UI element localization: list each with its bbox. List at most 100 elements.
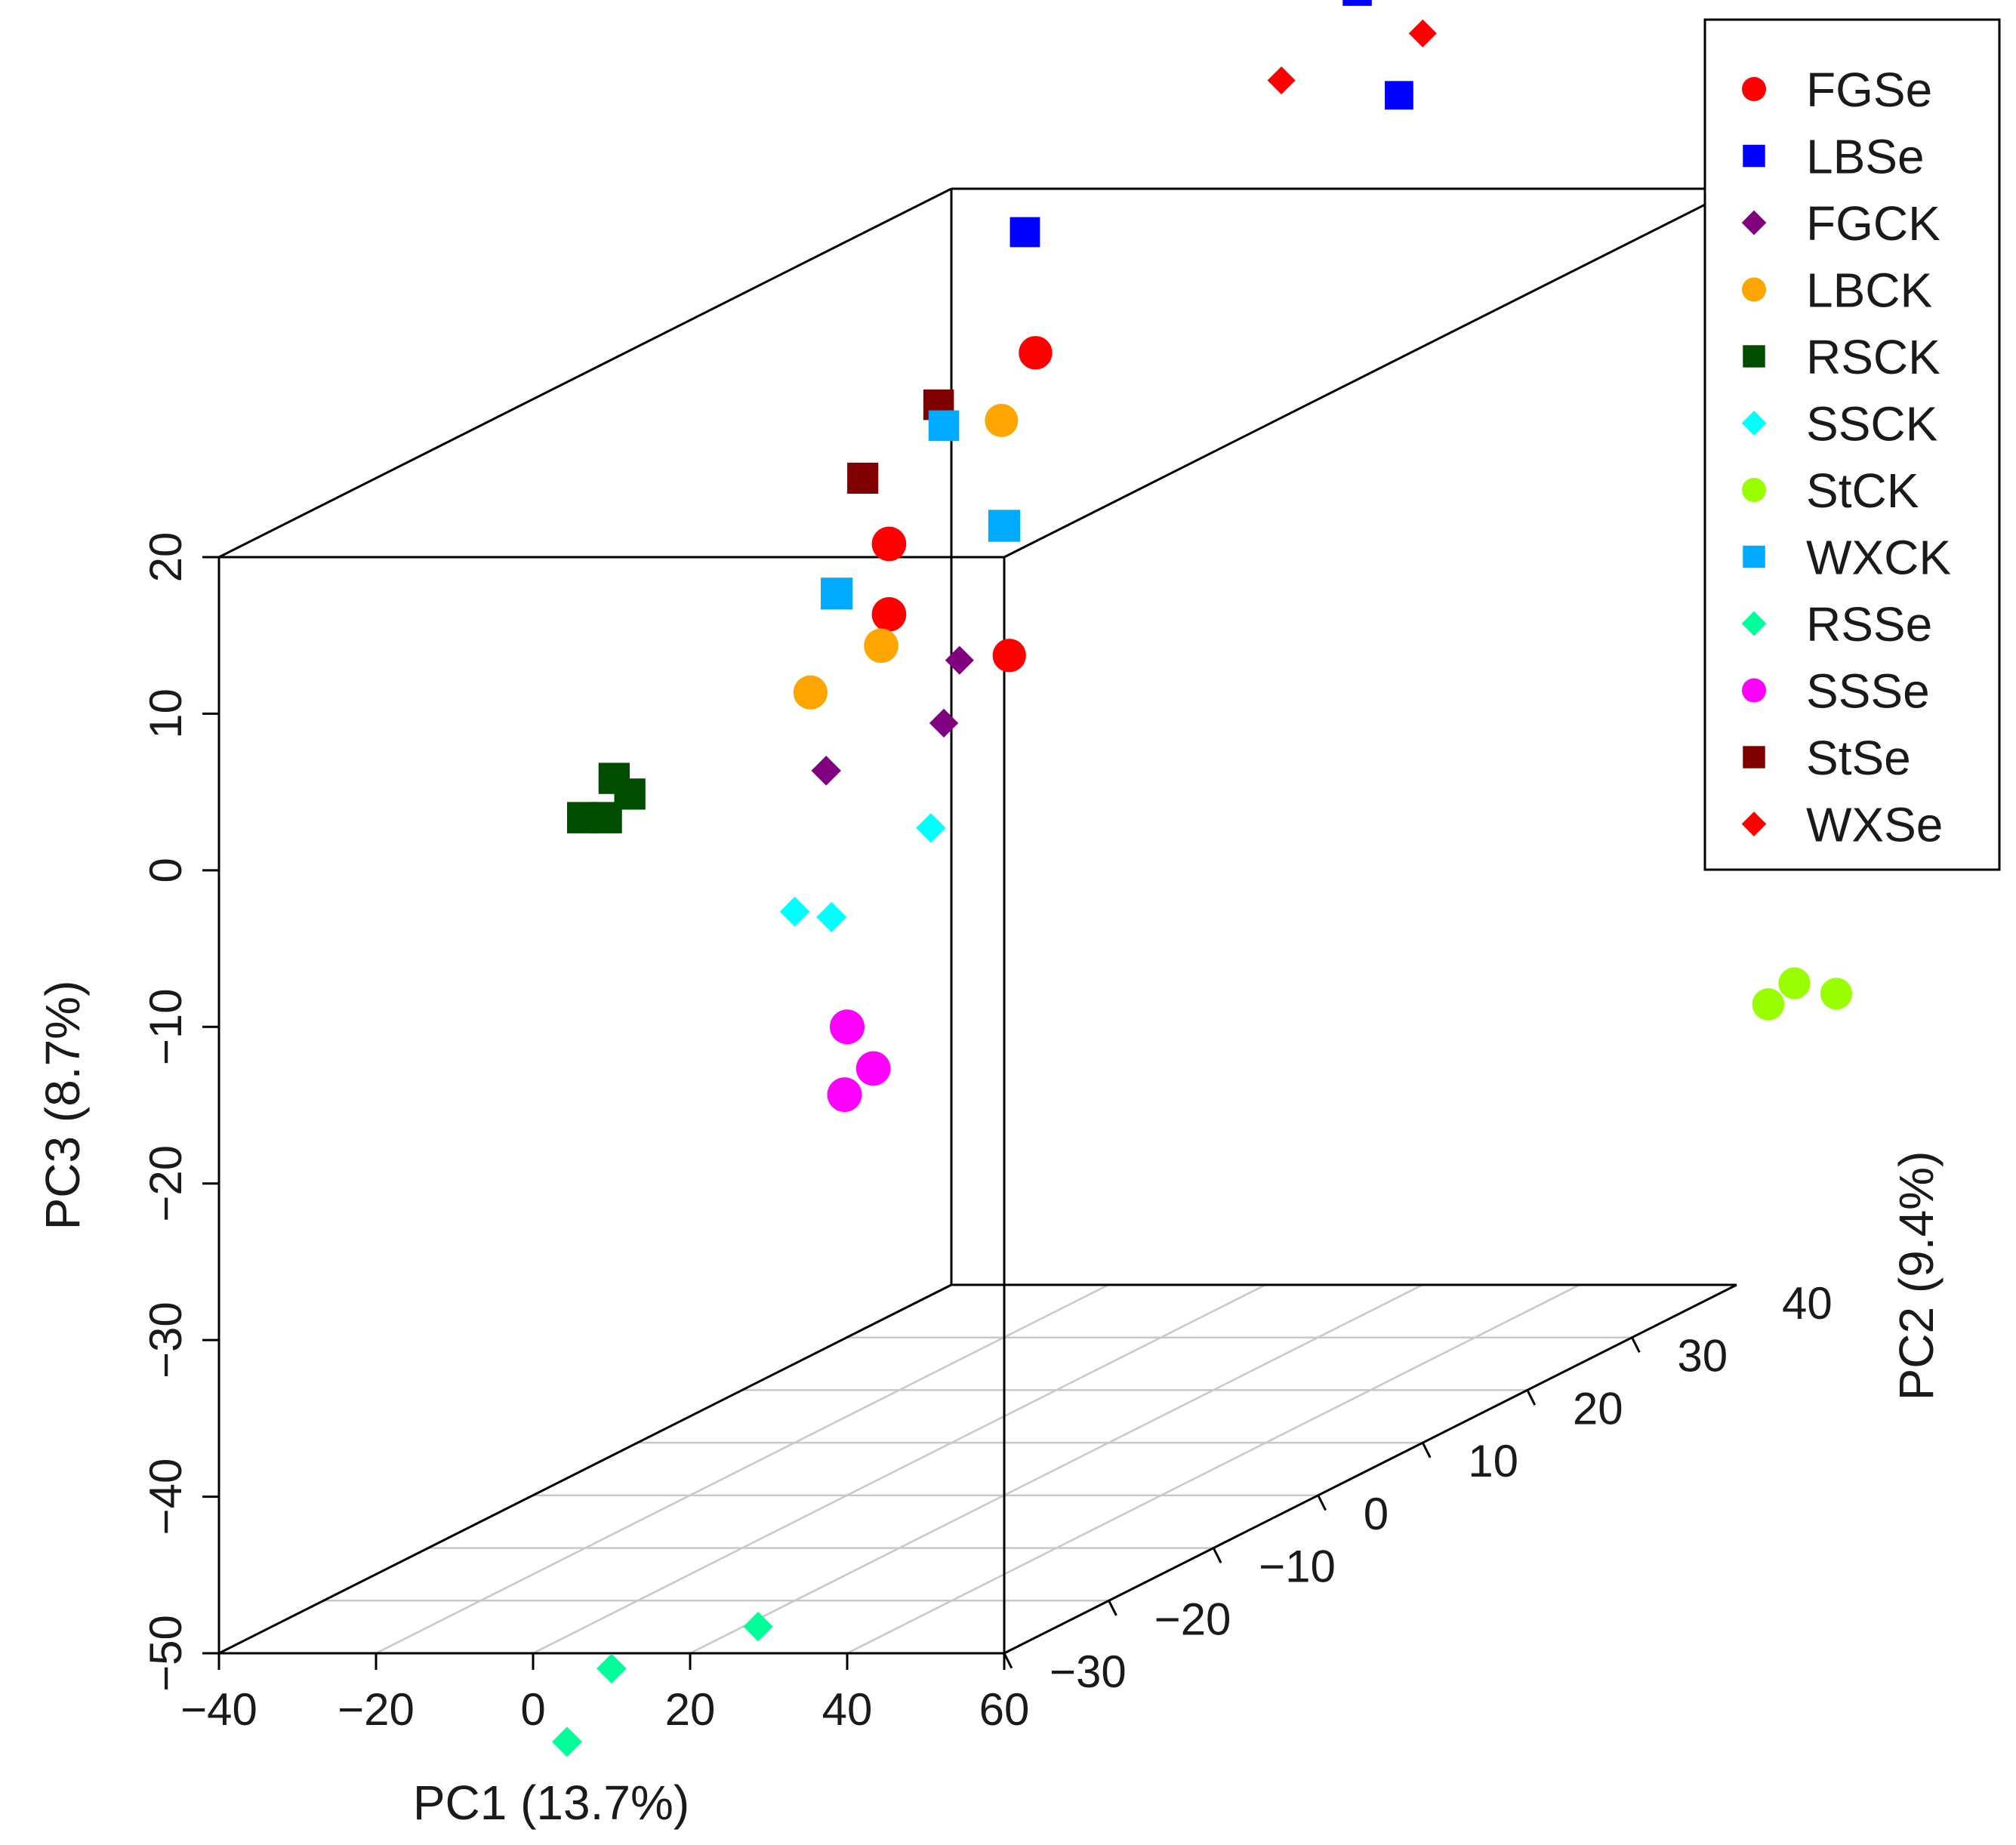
data-point-ssse: [827, 1077, 862, 1112]
data-point-lbse: [1010, 217, 1040, 248]
y-tick-label: 10: [1468, 1436, 1518, 1486]
legend: FGSe LBSe FGCK LBCK RSCK SSCK StCK WXCK RSSe SSSe…: [1703, 18, 2001, 871]
y-tick-label: −30: [1050, 1646, 1127, 1697]
data-point-stck: [1820, 978, 1853, 1010]
box-edge: [1003, 187, 1737, 559]
data-point-fgck: [811, 756, 841, 786]
data-point-rsck: [590, 802, 622, 833]
legend-label-fgck: FGCK: [1806, 196, 1940, 251]
legend-label-lbse: LBSe: [1806, 130, 1925, 184]
legend-label-stck: StCK: [1806, 464, 1919, 518]
data-point-stse: [847, 462, 879, 494]
legend-label-wxck: WXCK: [1806, 531, 1951, 585]
x-tick-label: 40: [822, 1684, 873, 1735]
floor-grid-line: [375, 1283, 1109, 1655]
x-tick-label: −40: [180, 1684, 257, 1735]
data-point-wxse: [1408, 19, 1437, 48]
data-point-lbse: [1385, 81, 1413, 110]
legend-marker-wxse: [1741, 812, 1767, 836]
legend-label-fgse: FGSe: [1806, 63, 1932, 117]
y-tick-label: −20: [1154, 1594, 1231, 1644]
y-tick-mark: [1108, 1600, 1117, 1616]
legend-label-ssse: SSSe: [1806, 664, 1930, 719]
data-point-fgse: [871, 597, 907, 632]
data-point-lbck: [864, 628, 899, 664]
y-tick-mark: [1526, 1389, 1537, 1406]
y-tick-label: 30: [1677, 1331, 1728, 1381]
data-point-fgse: [871, 526, 907, 562]
z-tick-label: −30: [140, 1301, 191, 1378]
y-axis-title: PC2 (9.4%): [1889, 1151, 1944, 1401]
z-tick-label: −20: [140, 1145, 191, 1222]
y-tick-mark: [1212, 1547, 1222, 1563]
floor-grid-line: [532, 1283, 1266, 1655]
axis-ticks: −40 −20 0 20 40 60−50−40−30−20−1001020−30−20−…: [140, 532, 1833, 1735]
floor-grid: [323, 1283, 1632, 1655]
legend-marker-ssse: [1742, 678, 1766, 703]
data-point-wxck: [988, 510, 1021, 542]
data-point-ssck: [916, 813, 946, 843]
box-edge: [218, 187, 952, 559]
legend-marker-fgck: [1741, 210, 1767, 236]
legend-marker-ssck: [1741, 411, 1767, 436]
y-tick-mark: [1317, 1495, 1327, 1511]
data-point-fgse: [1019, 336, 1053, 370]
y-tick-label: −10: [1259, 1542, 1336, 1592]
y-tick-label: 0: [1364, 1489, 1389, 1539]
legend-label-wxse: WXSe: [1806, 798, 1943, 852]
legend-marker-wxck: [1743, 545, 1765, 568]
z-tick-label: −50: [140, 1615, 191, 1692]
x-tick-label: −20: [338, 1684, 415, 1735]
data-point-fgck: [929, 708, 959, 738]
y-tick-mark: [1421, 1442, 1432, 1458]
data-point-fgck: [945, 645, 974, 675]
legend-label-rsse: RSSe: [1806, 597, 1932, 651]
box-edge: [1003, 1283, 1737, 1655]
y-tick-mark: [1003, 1652, 1013, 1669]
legend-marker-fgse: [1742, 77, 1766, 101]
legend-label-ssck: SSCK: [1806, 397, 1937, 451]
data-point-ssse: [830, 1009, 865, 1045]
z-tick-label: −40: [140, 1458, 191, 1535]
legend-marker-stck: [1742, 478, 1766, 502]
data-point-rsse: [743, 1612, 773, 1642]
legend-marker-stse: [1743, 746, 1765, 768]
legend-marker-rsse: [1741, 611, 1767, 636]
x-axis-title: PC1 (13.7%): [413, 1776, 689, 1830]
data-point-wxck: [821, 578, 853, 610]
data-point-fgse: [992, 639, 1026, 673]
data-points: [552, 0, 1853, 1757]
plot-box: [217, 187, 1737, 1655]
legend-marker-rsck: [1743, 345, 1765, 368]
z-axis-title: PC3 (8.7%): [35, 981, 90, 1231]
z-tick-label: 0: [140, 858, 191, 882]
data-point-ssck: [816, 901, 847, 932]
data-point-stck: [1752, 988, 1785, 1021]
data-point-rsse: [596, 1653, 627, 1684]
legend-label-lbck: LBCK: [1806, 263, 1932, 318]
data-point-wxse: [1267, 66, 1296, 95]
data-point-stck: [1778, 967, 1811, 1000]
z-tick-label: 20: [140, 532, 191, 583]
legend-label-stse: StSe: [1806, 731, 1911, 785]
box-edge: [218, 1283, 952, 1655]
y-tick-label: 40: [1782, 1278, 1833, 1329]
data-point-ssck: [779, 896, 810, 927]
data-point-lbse: [1342, 0, 1372, 6]
data-point-wxck: [928, 410, 960, 442]
x-tick-label: 20: [665, 1684, 716, 1735]
floor-grid-line: [846, 1283, 1580, 1655]
z-tick-label: 10: [140, 688, 191, 739]
data-point-ssse: [855, 1051, 891, 1086]
data-point-lbck: [793, 675, 828, 710]
legend-marker-lbse: [1743, 144, 1765, 168]
data-point-rsse: [552, 1726, 583, 1757]
data-point-lbck: [985, 403, 1019, 437]
legend-label-rsck: RSCK: [1806, 330, 1940, 384]
legend-marker-lbck: [1742, 277, 1766, 302]
z-tick-label: −10: [140, 988, 191, 1065]
x-tick-label: 60: [979, 1684, 1030, 1735]
y-tick-mark: [1631, 1337, 1641, 1354]
y-tick-label: 20: [1573, 1383, 1623, 1434]
